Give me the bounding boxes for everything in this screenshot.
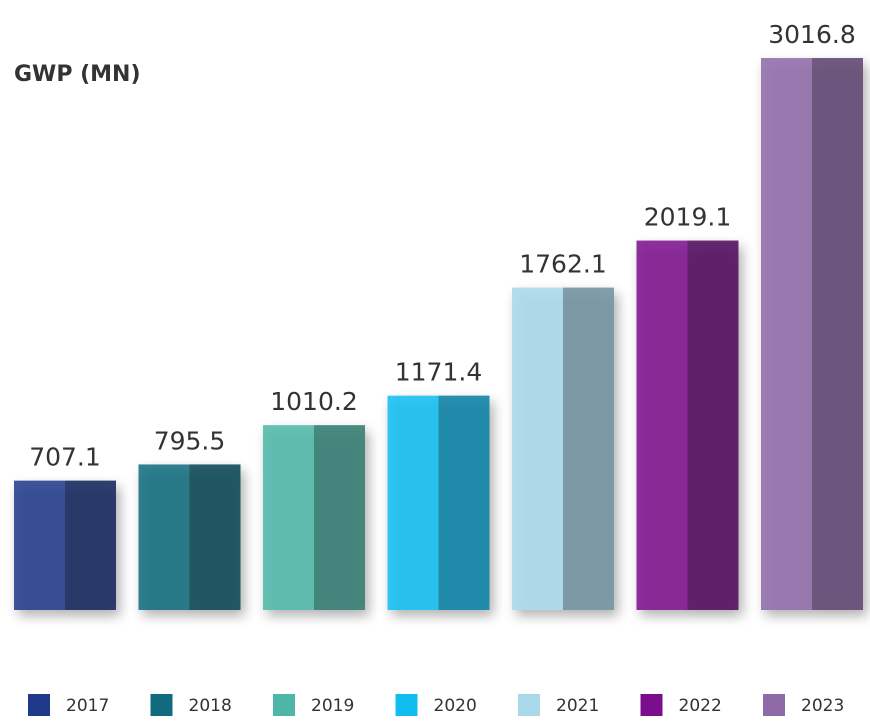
bar-group: [138, 464, 241, 610]
bar-side: [314, 425, 365, 610]
bar-side: [65, 480, 116, 610]
bar-side: [812, 58, 863, 610]
value-label: 1010.2: [270, 387, 357, 416]
bar-group: [512, 287, 614, 610]
legend-label: 2022: [679, 696, 722, 716]
value-label: 1171.4: [395, 358, 482, 387]
legend-label: 2021: [556, 696, 599, 716]
legend-label: 2017: [66, 696, 109, 716]
legend-swatch: [273, 694, 295, 716]
legend-swatch: [640, 694, 663, 716]
bar-group: [14, 480, 116, 610]
legend-swatch: [150, 694, 173, 716]
bar-group: [636, 240, 739, 610]
legend-label: 2023: [801, 696, 844, 716]
value-label: 795.5: [154, 426, 226, 455]
value-label: 707.1: [29, 443, 101, 472]
bar-group: [387, 395, 490, 610]
bar-side: [189, 464, 241, 610]
legend-swatch: [763, 694, 785, 716]
legend-swatch: [518, 694, 540, 716]
legend-label: 2019: [311, 696, 354, 716]
value-label: 1762.1: [519, 250, 606, 279]
bar-side: [563, 287, 614, 610]
bar-side: [438, 395, 490, 610]
value-label: 2019.1: [644, 203, 731, 232]
legend-swatch: [395, 694, 418, 716]
legend-label: 2020: [434, 696, 477, 716]
value-label: 3016.8: [768, 20, 855, 49]
bar-group: [761, 58, 863, 610]
bar-side: [687, 240, 739, 610]
bar-group: [263, 425, 365, 610]
legend-label: 2018: [189, 696, 232, 716]
legend-swatch: [28, 694, 50, 716]
chart-title: GWP (MN): [14, 62, 141, 87]
